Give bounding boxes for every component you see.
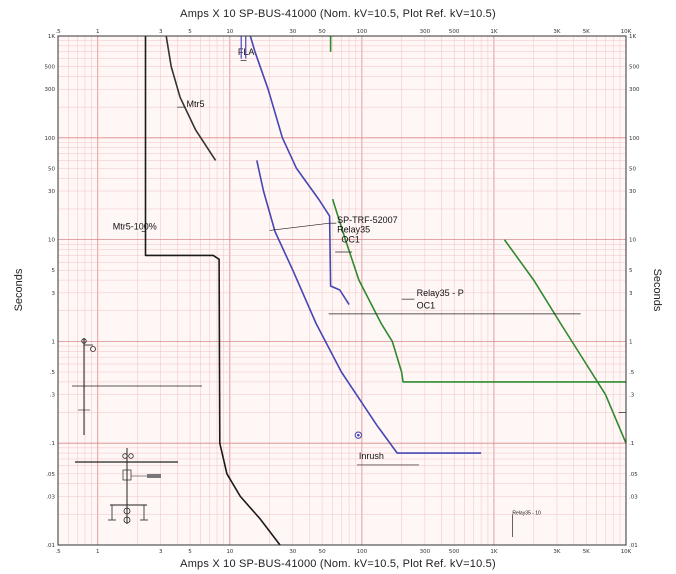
y-tick-label-left: 3 [52,291,56,297]
chart-title-top: Amps X 10 SP-BUS-41000 (Nom. kV=10.5, Pl… [180,8,496,20]
y-tick-label-right: 1K [629,34,636,40]
y-tick-label-left: 10 [48,238,55,244]
y-tick-label-right: 300 [629,87,640,93]
y-tick-label-right: .1 [629,441,634,447]
y-axis-label-left: Seconds [13,268,25,311]
x-axis-label: Amps X 10 SP-BUS-41000 (Nom. kV=10.5, Pl… [180,558,496,570]
y-tick-label-right: 50 [629,166,636,172]
y-tick-label-right: 500 [629,65,640,71]
tick-labels: .5 .5 1 1 3 3 5 5 10 10 30 30 50 50 100 100 300 300 500 500… [45,29,640,555]
y-tick-label-left: .3 [50,393,56,399]
x-tick-label-top: 5K [583,29,590,35]
y-tick-label-right: 3 [629,291,633,297]
y-tick-label-left: 30 [48,189,55,195]
y-tick-label-left: .1 [50,441,55,447]
x-tick-label-bottom: 30 [289,549,296,555]
x-tick-label-top: 50 [319,29,326,35]
x-tick-label-bottom: 3K [553,549,560,555]
y-tick-label-right: .5 [629,370,635,376]
x-tick-label-bottom: 1 [96,549,100,555]
y-tick-label-left: .03 [46,494,55,500]
x-tick-label-top: 3 [159,29,163,35]
curve-label: Mtr5-100% [113,222,157,232]
y-tick-label-left: 50 [48,166,55,172]
grid [57,35,627,546]
y-tick-label-right: 5 [629,268,633,274]
one-line-diagram [72,338,202,524]
y-tick-label-right: .03 [629,494,638,500]
x-tick-label-bottom: 300 [420,549,431,555]
x-tick-label-bottom: 1K [490,549,497,555]
x-tick-label-top: 30 [289,29,296,35]
curve-label: Inrush [359,451,384,461]
x-tick-label-bottom: .5 [55,549,61,555]
y-tick-label-left: 500 [45,65,56,71]
x-tick-label-top: 10K [621,29,632,35]
curve-label: OC1 [341,234,360,244]
curve-label: Relay35 - P [417,288,464,298]
curve-label: SP-TRF-52007 [337,215,398,225]
y-axis-label-right: Seconds [651,269,663,312]
series-line-3 [249,35,350,306]
label-leader [269,222,330,231]
x-tick-label-top: 3K [553,29,560,35]
y-tick-label-right: 100 [629,136,640,142]
x-tick-label-bottom: 10K [621,549,632,555]
y-tick-label-left: 1 [52,339,56,345]
series-line-4 [256,160,482,454]
series-line-5 [331,198,626,383]
plot-frame [57,35,627,546]
curve-label: OC1 [417,301,436,311]
annotations: FLAMtr5Mtr5-100%SP-TRF-52007Relay35OC1Re… [113,36,626,537]
x-tick-label-top: 10 [226,29,233,35]
y-tick-label-right: 1 [629,339,633,345]
y-tick-label-left: .5 [50,370,56,376]
y-tick-label-right: .05 [629,472,638,478]
x-tick-label-bottom: 5 [188,549,192,555]
x-tick-label-bottom: 10 [226,549,233,555]
x-tick-label-bottom: 100 [357,549,368,555]
x-tick-label-bottom: 5K [583,549,590,555]
y-tick-label-right: 30 [629,189,636,195]
y-tick-label-right: .01 [629,543,638,549]
inrush-marker [354,431,363,439]
plot-background [58,36,626,545]
curve-label: Relay35 [337,224,370,234]
x-tick-label-bottom: 50 [319,549,326,555]
y-tick-label-left: 100 [45,136,56,142]
y-tick-label-left: .01 [46,543,55,549]
x-tick-label-top: 300 [420,29,431,35]
x-tick-label-top: 100 [357,29,368,35]
y-tick-label-left: 5 [52,268,56,274]
x-tick-label-top: .5 [55,29,61,35]
curves [144,35,627,546]
x-tick-label-top: 1K [490,29,497,35]
curve-label: Mtr5 [187,99,205,109]
x-tick-label-bottom: 500 [449,549,460,555]
curve-label: Relay35 - 10 [512,510,541,516]
x-tick-label-top: 500 [449,29,460,35]
inrush-marker-dot [357,433,360,437]
y-tick-label-left: .05 [46,472,55,478]
series-line-1 [144,36,281,546]
x-tick-label-top: 1 [96,29,100,35]
x-tick-label-top: 5 [188,29,192,35]
y-tick-label-right: .3 [629,393,635,399]
series-line-2 [165,35,217,161]
series-line-6 [503,239,627,444]
y-tick-label-right: 10 [629,238,636,244]
x-tick-label-bottom: 3 [159,549,163,555]
y-tick-label-left: 300 [45,87,56,93]
y-tick-label-left: 1K [48,34,55,40]
